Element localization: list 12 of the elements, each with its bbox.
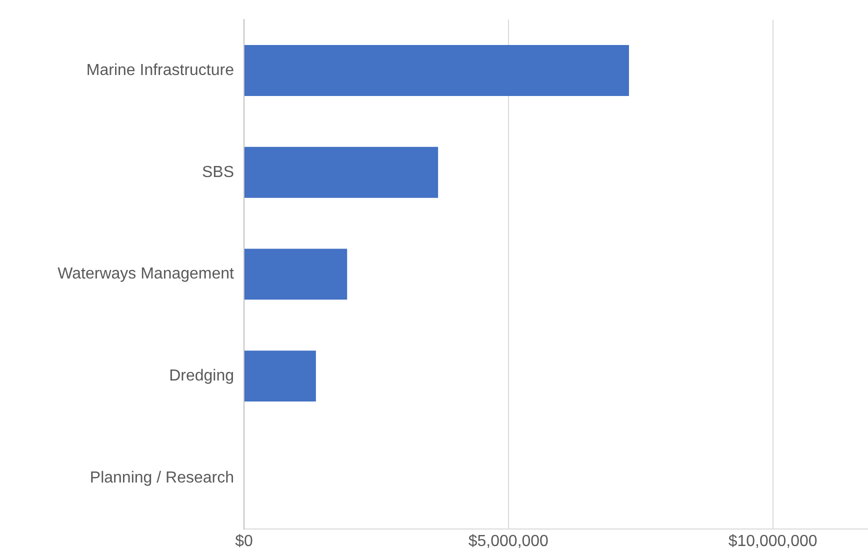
- x-tick-label: $0: [235, 532, 253, 550]
- x-tick-label: $5,000,000: [468, 532, 549, 550]
- y-tick-label: Marine Infrastructure: [86, 62, 234, 79]
- y-tick-label: Dredging: [169, 367, 234, 384]
- bar: [244, 248, 348, 300]
- x-tick-label: $10,000,000: [728, 532, 818, 550]
- bar: [244, 146, 438, 198]
- y-tick-label: SBS: [202, 164, 234, 181]
- bar: [244, 350, 316, 402]
- y-tick-label: Waterways Management: [58, 266, 235, 283]
- bar: [244, 45, 629, 96]
- y-tick-label: Planning / Research: [90, 469, 234, 486]
